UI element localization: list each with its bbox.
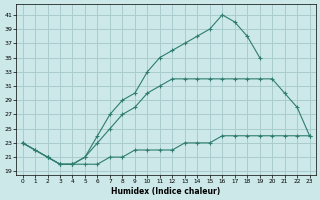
- X-axis label: Humidex (Indice chaleur): Humidex (Indice chaleur): [111, 187, 221, 196]
